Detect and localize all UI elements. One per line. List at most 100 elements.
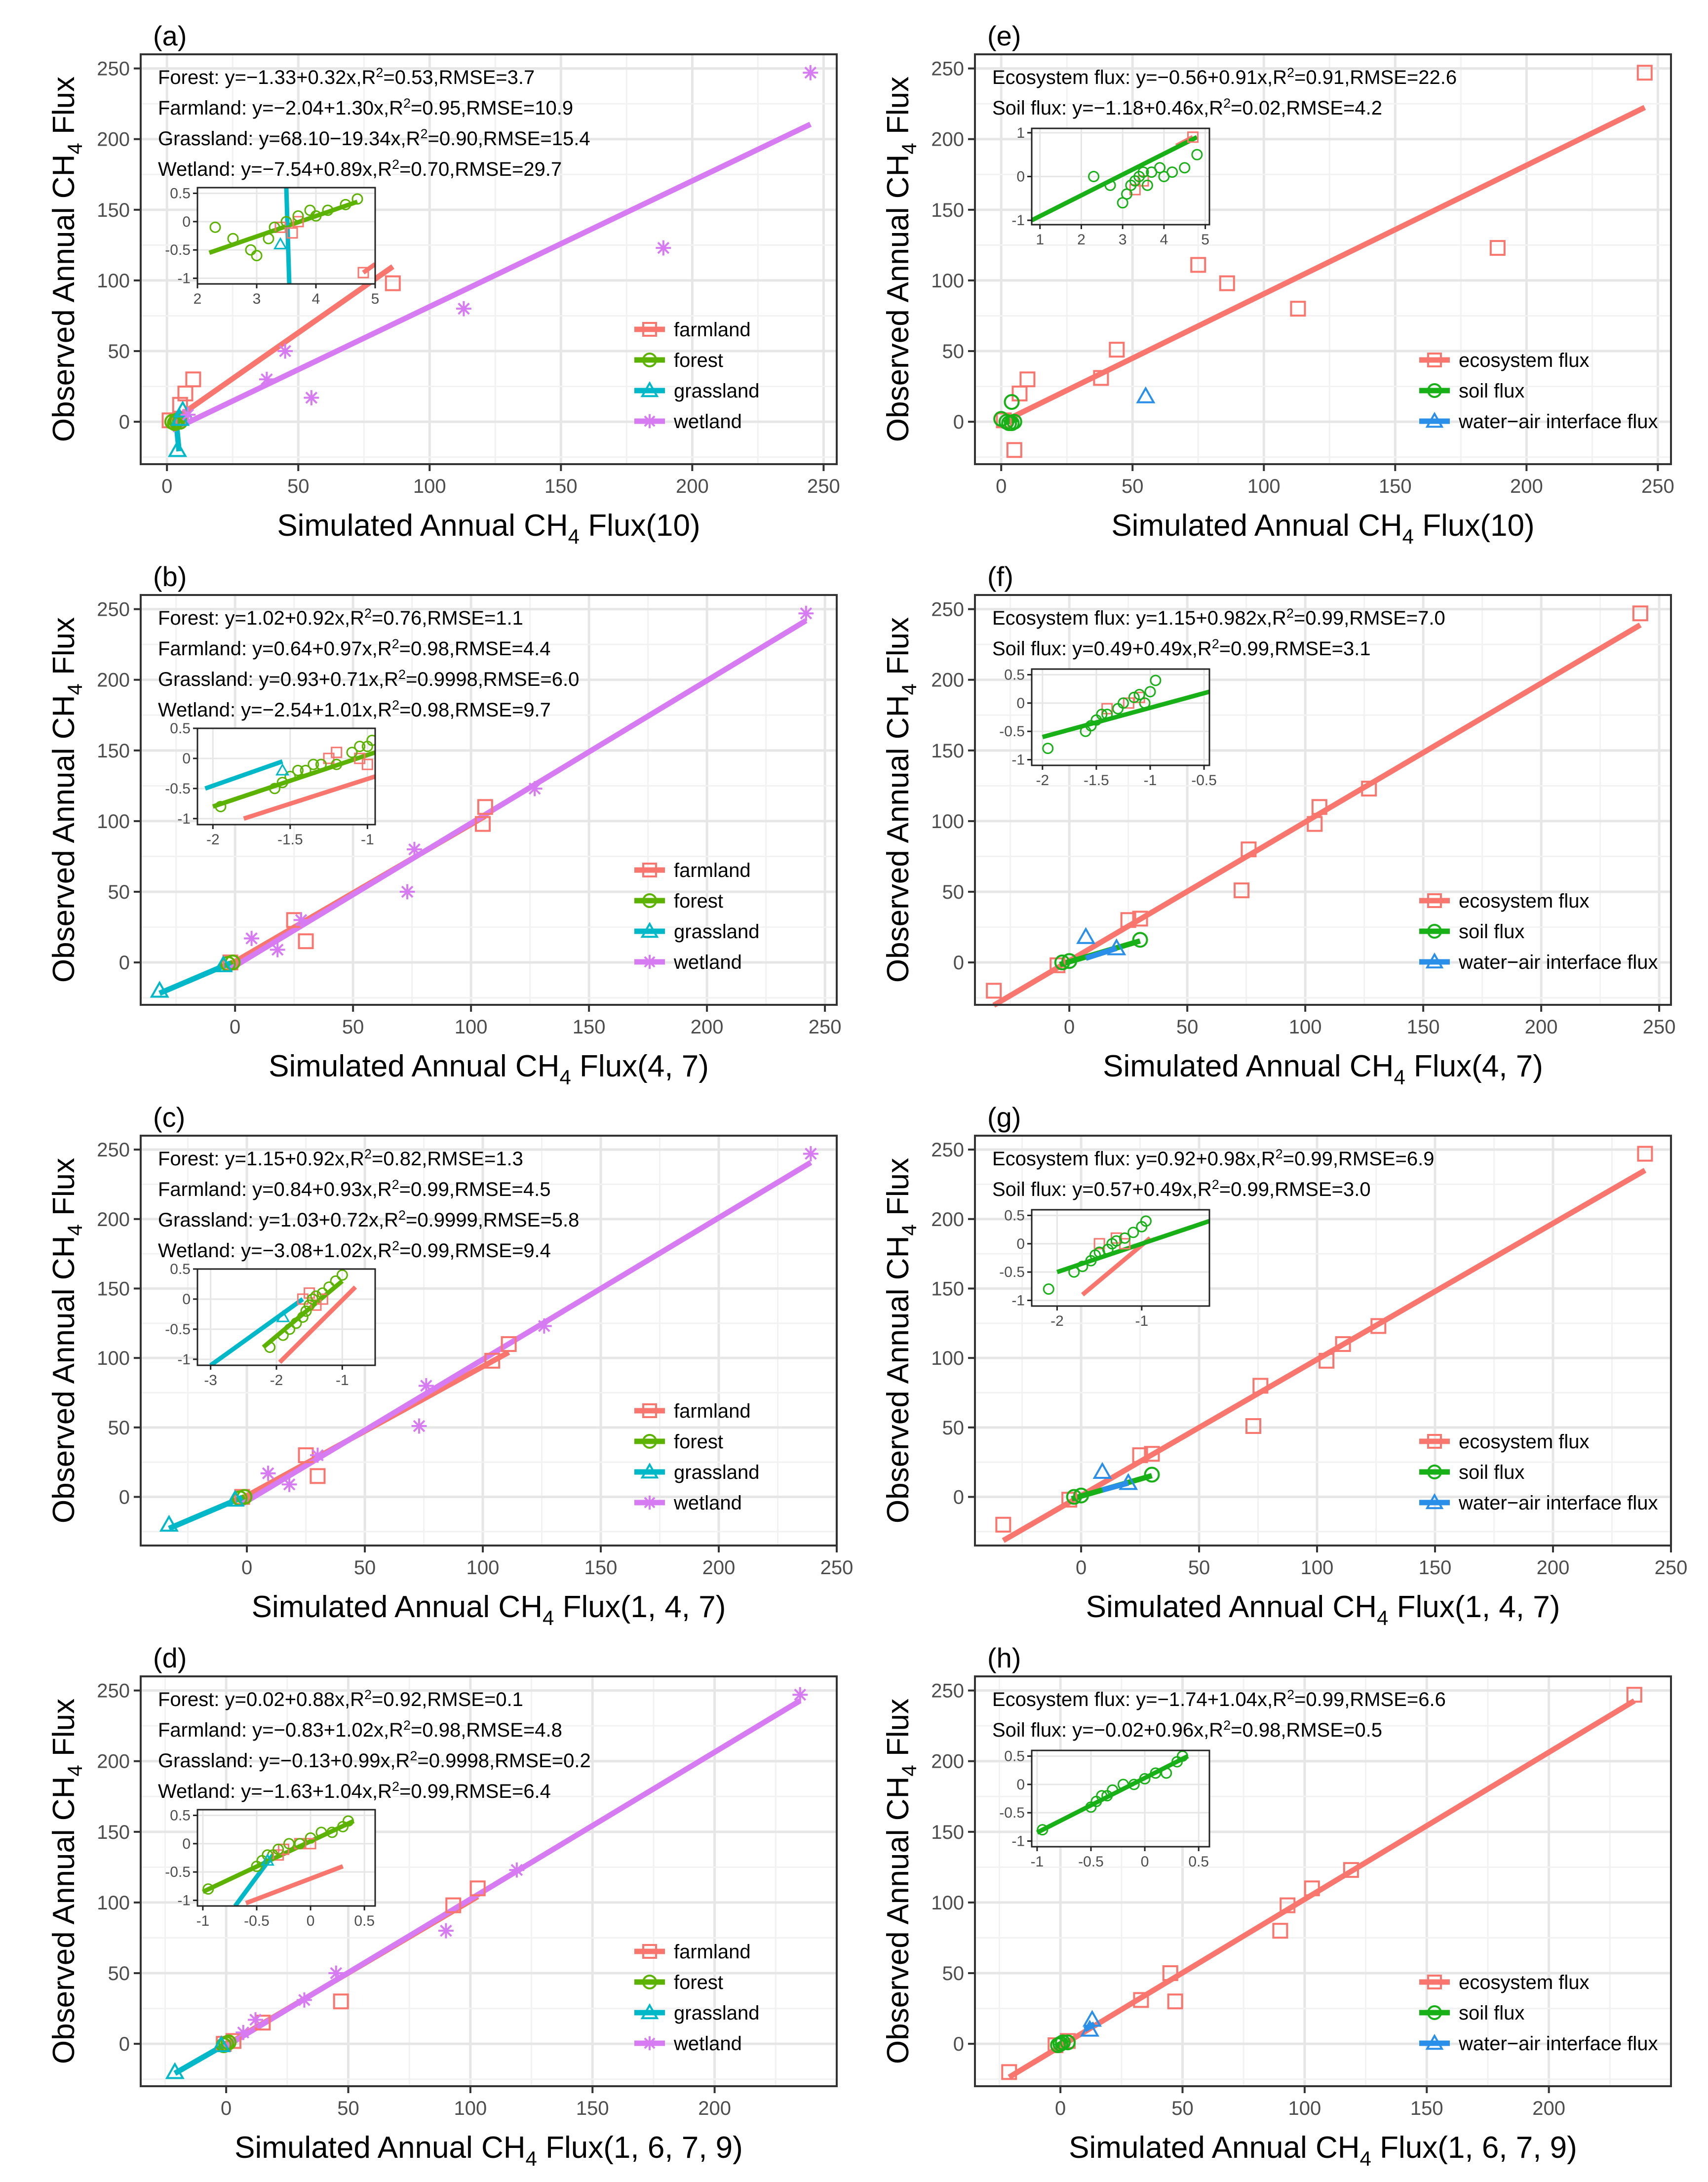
inset-y-tick-label: 0.5 [1004, 667, 1025, 683]
equation-main: Wetland: y=−3.08+1.02x,R [158, 1240, 392, 1262]
y-tick-label: 200 [931, 670, 964, 691]
y-tick-label: 100 [97, 811, 130, 833]
y-tick-label: 50 [108, 881, 130, 903]
equation-text: Ecosystem flux: y=−1.74+1.04x,R2=0.99,RM… [992, 1687, 1446, 1710]
legend-label: soil flux [1459, 1462, 1524, 1483]
legend-label: ecosystem flux [1459, 890, 1590, 912]
legend-marker-ecosystem [1427, 353, 1442, 367]
inset-point-soil [1179, 162, 1191, 174]
inset-plot: -3 -2 -1 -1 -0.5 0 0.5 [165, 1261, 376, 1389]
data-point-wetland [293, 912, 309, 928]
inset-point-soil [1166, 166, 1178, 178]
equation-sup: 2 [392, 157, 399, 172]
inset-y-tick-label: 0 [182, 751, 191, 767]
inset-y-tick-label: -1 [177, 811, 191, 827]
equation-sup: 2 [1286, 606, 1294, 621]
data-point-ecosystem [1109, 342, 1125, 358]
y-tick-label: 200 [931, 1209, 964, 1230]
data-point-water [1092, 1462, 1112, 1479]
legend-marker-ecosystem [1427, 1434, 1442, 1449]
inset-point-forest [209, 221, 221, 233]
legend-label: ecosystem flux [1459, 350, 1590, 371]
equation-main: Soil flux: y=−0.02+0.96x,R [992, 1719, 1223, 1741]
data-point-soil [1066, 1489, 1082, 1505]
x-tick-label: 250 [1641, 476, 1674, 497]
equation-text: Ecosystem flux: y=−0.56+0.91x,R2=0.91,RM… [992, 65, 1457, 88]
equation-rest: =0.9998,RMSE=6.0 [406, 669, 579, 690]
inset-point-farmland [357, 267, 369, 278]
y-tick-label: 250 [97, 1680, 130, 1702]
x-axis-title: Simulated Annual CH4 Flux(4, 7) [1103, 1049, 1543, 1089]
inset-fit-line-farmland [362, 262, 375, 275]
x-tick-label: 150 [576, 2098, 609, 2119]
data-point-ecosystem [1307, 816, 1323, 832]
legend: ecosystem flux soil flux water−air interfa… [1419, 350, 1658, 433]
legend-marker-farmland [642, 1403, 657, 1418]
x-tick-label: 100 [1288, 2098, 1321, 2119]
equation-text: Forest: y=1.02+0.92x,R2=0.76,RMSE=1.1 [158, 606, 523, 629]
x-axis-title-suffix: (10) [646, 509, 700, 543]
legend: ecosystem flux soil flux water−air interfa… [1419, 890, 1658, 973]
inset-point-soil [1096, 1790, 1108, 1802]
data-point-wetland [407, 841, 422, 857]
x-axis-title-sub: 4 [1377, 1606, 1388, 1629]
legend-marker-wetland [642, 2036, 657, 2051]
data-point-soil [1144, 1467, 1160, 1483]
equation-sup: 2 [1223, 1718, 1231, 1733]
x-tick-label: 150 [1379, 476, 1412, 497]
legend-marker-water [1425, 412, 1444, 428]
equation-main: Farmland: y=0.84+0.93x,R [158, 1179, 392, 1200]
x-axis-title-main: Simulated Annual CH [1069, 2131, 1359, 2165]
equation-text: Farmland: y=−2.04+1.30x,R2=0.95,RMSE=10.… [158, 96, 573, 119]
data-point-farmland [469, 1880, 486, 1897]
plot-border [140, 53, 838, 465]
legend-label: forest [674, 350, 723, 371]
inset-x-tick-label: 4 [312, 291, 320, 307]
data-point-water [1107, 938, 1126, 955]
equation-main: Forest: y=−1.33+0.32x,R [158, 67, 376, 88]
inset-point-forest [251, 250, 263, 262]
equation-text: Grassland: y=68.10−19.34x,R2=0.90,RMSE=1… [158, 126, 590, 150]
data-point-wetland [277, 343, 293, 359]
equation-text: Soil flux: y=−0.02+0.96x,R2=0.98,RMSE=0.… [992, 1718, 1382, 1741]
inset-background [1032, 1210, 1209, 1306]
inset-point-farmland [310, 1299, 322, 1311]
legend-marker-ecosystem [1427, 1975, 1442, 1989]
inset-y-tick-label: 0.5 [1004, 1207, 1025, 1224]
inset-y-tick-label: -0.5 [165, 1321, 191, 1338]
inset-point-grassland [275, 763, 290, 776]
inset-point-ecosystem [1093, 1238, 1105, 1250]
inset-point-soil [1101, 709, 1113, 720]
data-point-ecosystem [1280, 1897, 1296, 1913]
inset-y-tick-label: -0.5 [165, 242, 191, 258]
y-tick-label: 150 [931, 1822, 964, 1843]
panel-f: 0 50 100 150 200 250 0 50 100 150 200 250 (f) Observe… [881, 561, 1675, 1089]
inset-fit-line-grassland [204, 759, 283, 791]
x-tick-label: 200 [1537, 1557, 1570, 1579]
inset-point-farmland [286, 227, 298, 239]
x-axis-title-main: Simulated Annual CH [234, 2131, 525, 2165]
plot-border [974, 1135, 1672, 1547]
equation-rest: =0.9998,RMSE=0.2 [417, 1750, 590, 1772]
equation-main: Forest: y=1.15+0.92x,R [158, 1148, 364, 1170]
y-axis-title: Observed Annual CH4 Flux [881, 77, 921, 442]
fit-line-wetland [240, 1160, 813, 1507]
legend-label: water−air interface flux [1458, 1492, 1658, 1514]
inset-point-soil [1104, 179, 1116, 191]
y-tick-label: 100 [97, 270, 130, 292]
data-point-ecosystem [1252, 1378, 1269, 1394]
inset-x-tick-label: -1 [1031, 1854, 1044, 1870]
x-tick-label: 150 [584, 1557, 618, 1579]
x-tick-label: 0 [1055, 2098, 1066, 2119]
x-axis-title: Simulated Annual CH4 Flux(4, 7) [269, 1049, 709, 1089]
data-point-wetland [281, 1476, 297, 1492]
data-point-wetland [235, 2024, 251, 2040]
data-point-ecosystem [1290, 301, 1306, 317]
equation-main: Ecosystem flux: y=−0.56+0.91x,R [992, 67, 1287, 88]
y-tick-label: 50 [108, 1963, 130, 1984]
equation-text: Wetland: y=−2.54+1.01x,R2=0.98,RMSE=9.7 [158, 698, 551, 721]
x-tick-label: 50 [1188, 1557, 1210, 1579]
data-point-wetland [260, 1466, 276, 1481]
equation-sup: 2 [398, 1208, 406, 1223]
